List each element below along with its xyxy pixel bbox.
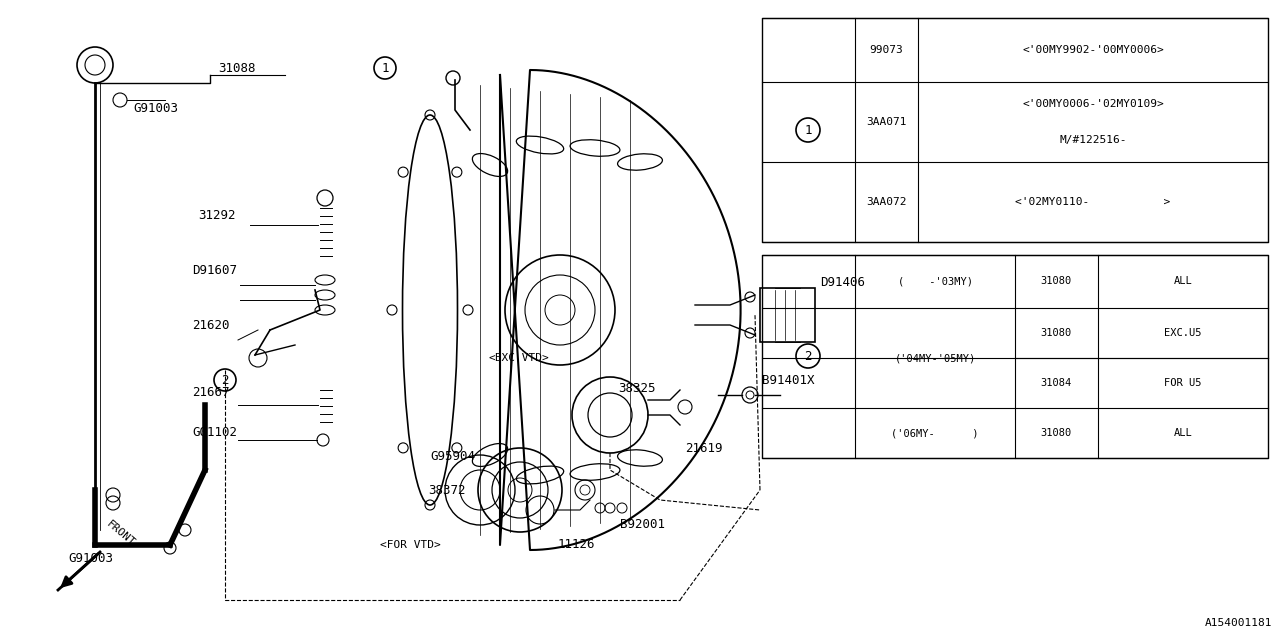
Text: 21620: 21620 — [192, 319, 229, 332]
Text: 31080: 31080 — [1041, 328, 1071, 338]
Text: 3AA071: 3AA071 — [865, 117, 906, 127]
Text: <EXC.VTD>: <EXC.VTD> — [488, 353, 549, 363]
Text: G95904: G95904 — [430, 449, 475, 463]
Text: 38325: 38325 — [618, 381, 655, 394]
Text: B91401X: B91401X — [762, 374, 814, 387]
Text: 99073: 99073 — [869, 45, 902, 55]
Text: B92001: B92001 — [620, 518, 666, 531]
Text: <'00MY0006-'02MY0109>: <'00MY0006-'02MY0109> — [1023, 99, 1164, 109]
Text: G91003: G91003 — [68, 552, 113, 564]
Text: 21667: 21667 — [192, 385, 229, 399]
Text: D91607: D91607 — [192, 264, 237, 276]
Text: <FOR VTD>: <FOR VTD> — [380, 540, 440, 550]
Text: 1: 1 — [804, 124, 812, 136]
Text: 31080: 31080 — [1041, 428, 1071, 438]
Text: 2: 2 — [221, 374, 229, 387]
Text: EXC.U5: EXC.U5 — [1165, 328, 1202, 338]
Text: M/#122516-: M/#122516- — [1060, 135, 1126, 145]
Text: ALL: ALL — [1174, 276, 1193, 286]
Text: FRONT: FRONT — [104, 518, 136, 548]
Text: (    -'03MY): ( -'03MY) — [897, 276, 973, 286]
Text: G01102: G01102 — [192, 426, 237, 438]
Text: 38372: 38372 — [428, 483, 466, 497]
Text: 31292: 31292 — [198, 209, 236, 221]
Text: FOR U5: FOR U5 — [1165, 378, 1202, 388]
Text: G91003: G91003 — [133, 102, 178, 115]
Text: 2: 2 — [804, 349, 812, 362]
Text: 1: 1 — [381, 61, 389, 74]
Text: <'00MY9902-'00MY0006>: <'00MY9902-'00MY0006> — [1023, 45, 1164, 55]
Text: ('04MY-'05MY): ('04MY-'05MY) — [895, 353, 975, 363]
Text: <'02MY0110-           >: <'02MY0110- > — [1015, 197, 1171, 207]
Text: 31088: 31088 — [218, 61, 256, 74]
Text: 11126: 11126 — [558, 538, 595, 552]
Text: 21619: 21619 — [685, 442, 722, 454]
Text: 31080: 31080 — [1041, 276, 1071, 286]
Text: ('06MY-      ): ('06MY- ) — [891, 428, 979, 438]
Text: 3AA072: 3AA072 — [865, 197, 906, 207]
Text: 31084: 31084 — [1041, 378, 1071, 388]
Text: D91406: D91406 — [820, 275, 865, 289]
Text: ALL: ALL — [1174, 428, 1193, 438]
Text: A154001181: A154001181 — [1204, 618, 1272, 628]
